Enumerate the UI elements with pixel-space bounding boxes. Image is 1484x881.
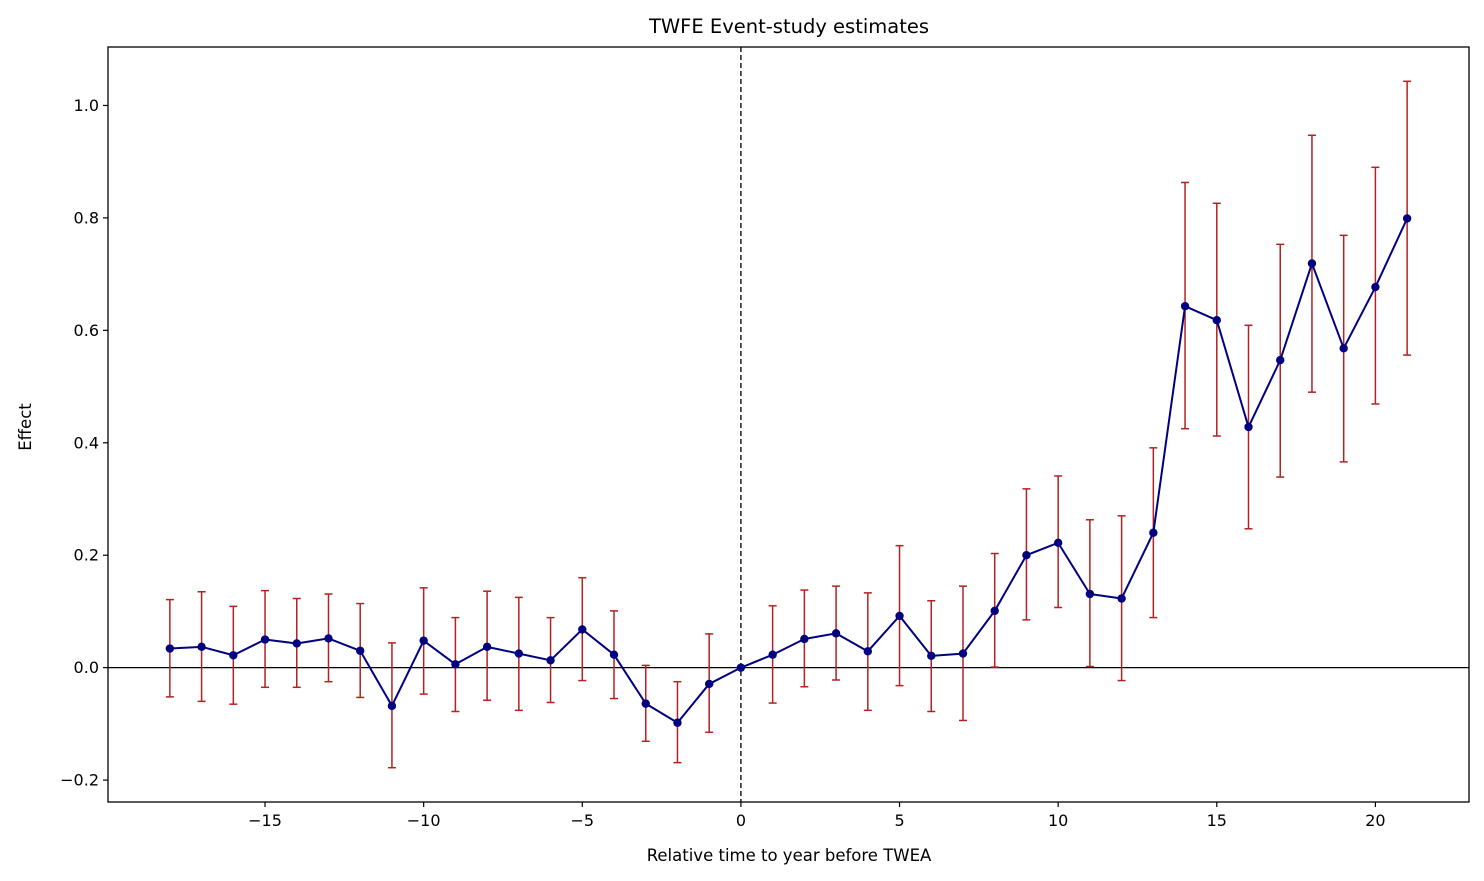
x-tick-label: 15 — [1207, 811, 1227, 830]
plot-content — [108, 47, 1469, 802]
x-tick-label: −10 — [407, 811, 441, 830]
data-point — [1085, 589, 1095, 599]
data-point — [704, 679, 714, 689]
x-tick-label: 5 — [894, 811, 904, 830]
x-tick-label: 20 — [1365, 811, 1385, 830]
data-point — [482, 642, 492, 652]
estimate-line — [169, 218, 1409, 724]
y-tick-label: 0.0 — [74, 658, 99, 677]
data-point — [1339, 344, 1348, 353]
data-point — [927, 651, 936, 661]
y-axis: −0.2 0.0 0.2 0.4 0.6 0.8 1.0 — [60, 96, 108, 790]
x-tick-label: −5 — [570, 811, 594, 830]
data-point — [673, 718, 682, 727]
data-point — [1212, 316, 1221, 325]
data-point — [1244, 422, 1253, 432]
data-point — [800, 634, 809, 644]
data-point — [1117, 594, 1126, 603]
y-tick-label: 0.8 — [74, 208, 99, 227]
data-point — [1276, 355, 1285, 365]
data-point — [1053, 538, 1063, 548]
y-tick-label: 0.2 — [74, 546, 99, 565]
data-point — [1371, 282, 1380, 292]
plot-area — [107, 46, 1470, 803]
y-tick-label: −0.2 — [60, 771, 99, 790]
x-tick-label: 10 — [1048, 811, 1068, 830]
x-axis: −15 −10 −5 0 5 10 15 20 — [248, 802, 1386, 830]
y-tick-label: 1.0 — [74, 96, 99, 115]
data-point — [356, 646, 365, 655]
data-point — [1307, 259, 1317, 268]
data-point — [260, 635, 270, 644]
data-point — [1149, 528, 1158, 537]
y-tick-label: 0.4 — [74, 433, 99, 452]
data-point — [1022, 551, 1031, 560]
data-point — [736, 663, 746, 672]
data-point — [514, 649, 524, 658]
data-point — [451, 660, 460, 669]
data-point — [863, 647, 873, 656]
data-point — [1402, 214, 1412, 223]
data-point — [641, 699, 650, 708]
data-point — [958, 649, 968, 658]
data-point — [324, 634, 333, 643]
x-axis-label: Relative time to year before TWEA — [647, 846, 932, 865]
chart-title: TWFE Event-study estimates — [648, 15, 929, 38]
data-point — [165, 644, 175, 653]
data-point — [229, 651, 238, 660]
data-point — [546, 656, 555, 665]
data-point — [990, 606, 999, 616]
data-point — [197, 642, 206, 652]
data-point — [609, 650, 619, 659]
data-point — [387, 701, 397, 711]
axes-frame — [107, 46, 1470, 803]
data-point — [831, 629, 841, 638]
data-point — [578, 625, 587, 634]
y-tick-label: 0.6 — [74, 321, 99, 340]
x-tick-label: 0 — [736, 811, 746, 830]
data-point — [419, 636, 428, 645]
x-tick-label: −15 — [248, 811, 282, 830]
data-point — [1180, 301, 1190, 311]
y-axis-label: Effect — [16, 403, 35, 451]
data-point — [895, 611, 904, 621]
data-point — [768, 650, 777, 659]
data-point — [292, 639, 301, 648]
